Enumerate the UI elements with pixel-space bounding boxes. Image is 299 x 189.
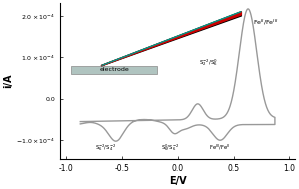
Text: electrode: electrode	[100, 67, 129, 72]
Y-axis label: i/A: i/A	[4, 74, 13, 88]
X-axis label: E/V: E/V	[169, 176, 186, 186]
Text: FeS$_2$+DES: FeS$_2$+DES	[138, 54, 167, 63]
Polygon shape	[102, 12, 241, 66]
Bar	[71, 66, 158, 74]
Polygon shape	[102, 12, 241, 66]
Text: S$_6^0$/S$_6^{-2}$: S$_6^0$/S$_6^{-2}$	[161, 142, 179, 153]
Text: S$_2^{-2}$/S$_6^0$: S$_2^{-2}$/S$_6^0$	[199, 57, 218, 68]
Text: S$_6^{-2}$/S$_4^{-2}$: S$_6^{-2}$/S$_4^{-2}$	[95, 142, 116, 153]
Text: Fe$^{II}$/Fe$^{III}$: Fe$^{II}$/Fe$^{III}$	[253, 17, 278, 27]
Text: Fe$^{III}$/Fe$^{II}$: Fe$^{III}$/Fe$^{II}$	[209, 143, 231, 152]
